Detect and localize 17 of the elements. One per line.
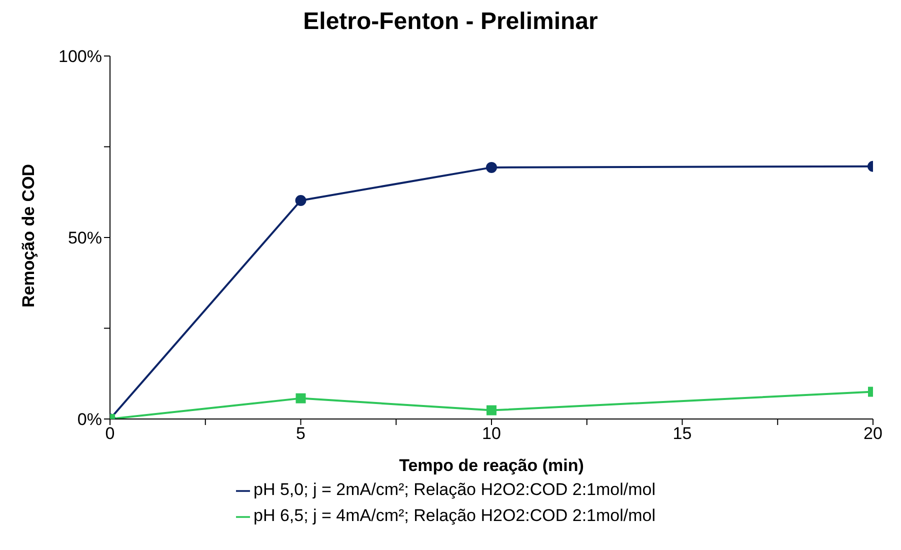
point — [296, 393, 306, 404]
y-axis-title: Remoção de COD — [19, 164, 38, 308]
x-tick-label: 0 — [105, 424, 115, 444]
legend-label: pH 6,5; j = 4mA/cm²; Relação H2O2:COD 2:1mol/mol — [254, 506, 656, 525]
x-tick-label: 15 — [672, 424, 692, 444]
y-tick-label: 100% — [58, 47, 102, 66]
x-axis-title: Tempo de reação (min) — [399, 456, 584, 475]
y-tick-label: 0% — [77, 410, 102, 430]
point — [486, 405, 496, 416]
x-tick-label: 10 — [482, 424, 501, 444]
x-tick-label: 5 — [296, 424, 306, 444]
x-tick-label: 20 — [864, 424, 882, 444]
chart-title: Eletro-Fenton - Preliminar — [302, 8, 599, 37]
point — [486, 162, 497, 173]
point — [295, 194, 306, 206]
y-tick-label: 50% — [68, 228, 102, 248]
legend-label: pH 5,0; j = 2mA/cm²; Relação H2O2:COD 2:1mol/mol — [254, 480, 656, 499]
